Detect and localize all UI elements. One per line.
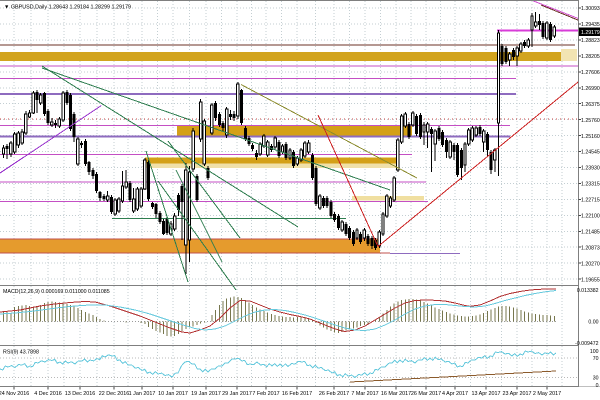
svg-text:70: 70 [593, 356, 599, 362]
svg-text:1 Jan 2017: 1 Jan 2017 [129, 391, 156, 397]
svg-text:7 Feb 2017: 7 Feb 2017 [252, 391, 279, 397]
svg-text:1.29435: 1.29435 [581, 22, 600, 28]
svg-text:1.28205: 1.28205 [581, 54, 600, 60]
svg-text:0.013382: 0.013382 [577, 288, 599, 294]
svg-text:13 Dec 2016: 13 Dec 2016 [65, 391, 96, 397]
svg-text:0: 0 [596, 383, 599, 389]
svg-text:22 Dec 2016: 22 Dec 2016 [99, 391, 130, 397]
svg-text:19 Jan 2017: 19 Jan 2017 [191, 391, 221, 397]
svg-text:RSI(9) 43.7898: RSI(9) 43.7898 [3, 350, 39, 356]
svg-text:30: 30 [593, 376, 599, 382]
svg-text:1.30093: 1.30093 [581, 6, 600, 12]
svg-text:1.24545: 1.24545 [581, 150, 600, 156]
svg-text:4 Apr 2017: 4 Apr 2017 [442, 391, 468, 397]
svg-text:16 Feb 2017: 16 Feb 2017 [282, 391, 312, 397]
svg-text:26 Feb 2017: 26 Feb 2017 [319, 391, 349, 397]
svg-text:1.22100: 1.22100 [581, 214, 600, 220]
svg-text:26 Mar 2017: 26 Mar 2017 [411, 391, 441, 397]
svg-text:1.26375: 1.26375 [581, 102, 600, 108]
svg-text:1.26990: 1.26990 [581, 86, 600, 92]
svg-text:13 Apr 2017: 13 Apr 2017 [471, 391, 500, 397]
svg-text:24 Nov 2016: 24 Nov 2016 [0, 391, 29, 397]
svg-text:7 Mar 2017: 7 Mar 2017 [351, 391, 378, 397]
svg-text:-0.009472: -0.009472 [575, 341, 598, 347]
svg-text:0.00: 0.00 [588, 320, 598, 326]
svg-text:MACD(12,26,9) 0.000169 0.01100: MACD(12,26,9) 0.000169 0.011000 0.011085 [3, 289, 110, 295]
svg-text:1.20873: 1.20873 [581, 245, 600, 251]
svg-text:1.29179: 1.29179 [581, 30, 600, 36]
svg-text:23 Apr 2017: 23 Apr 2017 [502, 391, 531, 397]
svg-text:4 Dec 2016: 4 Dec 2016 [34, 391, 62, 397]
svg-text:16 Mar 2017: 16 Mar 2017 [381, 391, 411, 397]
svg-text:1.20270: 1.20270 [581, 261, 600, 267]
svg-text:1.27606: 1.27606 [581, 70, 600, 76]
svg-text:1.21485: 1.21485 [581, 230, 600, 236]
svg-text:29 Jan 2017: 29 Jan 2017 [222, 391, 252, 397]
svg-text:1.25760: 1.25760 [581, 118, 600, 124]
svg-text:1.23930: 1.23930 [581, 166, 600, 172]
svg-text:1.22715: 1.22715 [581, 198, 600, 204]
svg-text:1.23315: 1.23315 [581, 182, 600, 188]
svg-text:1.25160: 1.25160 [581, 134, 600, 140]
svg-text:100: 100 [590, 349, 599, 355]
svg-text:2 May 2017: 2 May 2017 [533, 391, 561, 397]
svg-text:1.19655: 1.19655 [581, 277, 600, 283]
svg-text:1.28823: 1.28823 [581, 38, 600, 44]
svg-text:▼ GBPUSD,Daily 1.28643 1.2918: ▼ GBPUSD,Daily 1.28643 1.29184 1.28299 1… [4, 5, 131, 11]
svg-text:10 Jan 2017: 10 Jan 2017 [158, 391, 188, 397]
